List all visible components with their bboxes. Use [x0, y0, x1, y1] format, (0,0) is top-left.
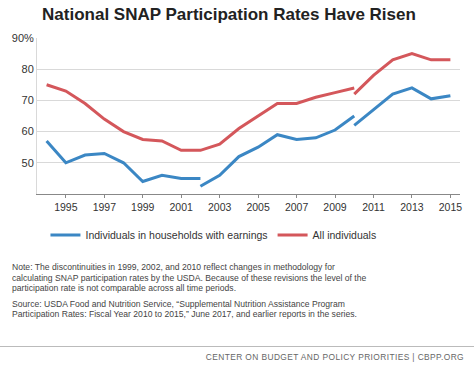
svg-text:2003: 2003: [208, 201, 232, 213]
svg-text:1997: 1997: [93, 201, 117, 213]
html-text:calculating SNAP participation: calculating SNAP participation rates by …: [12, 272, 367, 283]
svg-text:1999: 1999: [131, 201, 155, 213]
svg-text:90%: 90%: [12, 32, 34, 44]
html-text:participation rate is not comp: participation rate is not comparable acr…: [12, 283, 236, 294]
svg-text:Individuals in households with: Individuals in households with earnings: [85, 229, 267, 241]
svg-text:2007: 2007: [285, 201, 309, 213]
svg-text:2015: 2015: [439, 201, 463, 213]
svg-text:80: 80: [22, 63, 34, 75]
html-text:Source: USDA Food and Nutritio: Source: USDA Food and Nutrition Service,…: [12, 298, 345, 309]
svg-text:1995: 1995: [54, 201, 78, 213]
html-text:Note: The discontinuities in 1: Note: The discontinuities in 1999, 2002,…: [12, 262, 335, 272]
svg-text:2001: 2001: [170, 201, 194, 213]
svg-text:2009: 2009: [323, 201, 347, 213]
svg-text:2011: 2011: [362, 201, 385, 213]
svg-text:2005: 2005: [246, 201, 270, 213]
svg-text:All individuals: All individuals: [313, 229, 377, 241]
svg-text:70: 70: [22, 94, 34, 106]
svg-text:2013: 2013: [400, 201, 424, 213]
html-text:Participation Rates: Fiscal Ye: Participation Rates: Fiscal Year 2010 to…: [12, 309, 357, 320]
svg-text:National SNAP Participation Ra: National SNAP Participation Rates Have R…: [42, 5, 416, 24]
svg-text:60: 60: [22, 125, 34, 137]
html-text:CENTER ON BUDGET AND POLICY PR: CENTER ON BUDGET AND POLICY PRIORITIES |…: [205, 352, 464, 362]
svg-text:50: 50: [22, 157, 34, 169]
